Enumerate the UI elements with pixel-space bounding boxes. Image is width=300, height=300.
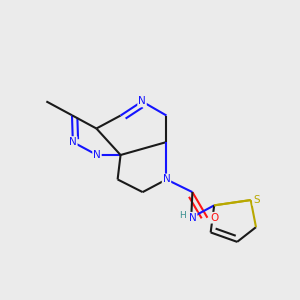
Text: N: N [189,213,196,223]
Text: N: N [163,174,170,184]
Text: N: N [93,150,101,160]
Text: N: N [69,137,77,147]
Text: N: N [138,96,146,106]
Text: O: O [211,213,219,223]
Text: H: H [179,211,186,220]
Text: S: S [253,195,260,205]
